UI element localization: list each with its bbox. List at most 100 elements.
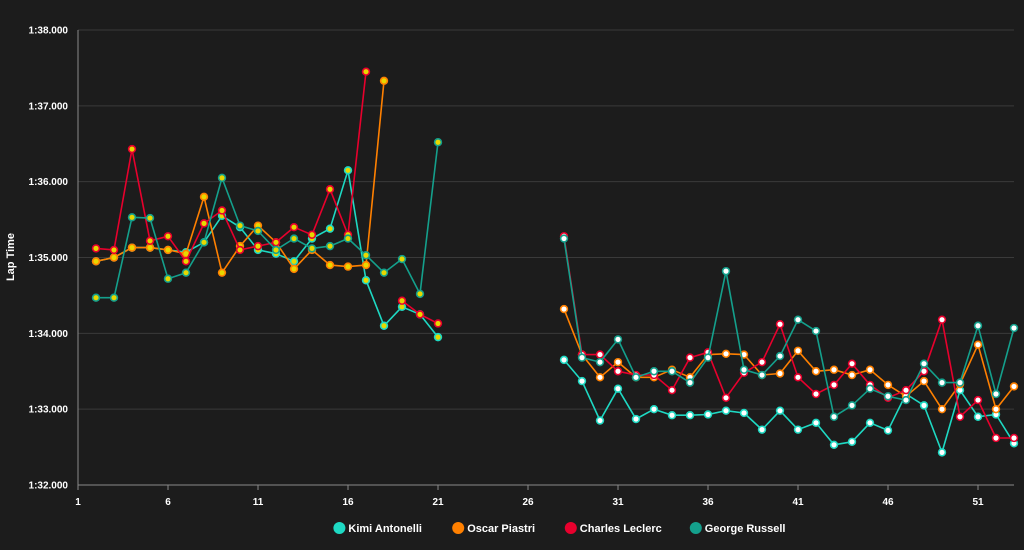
data-point[interactable] [1009, 323, 1019, 333]
data-point[interactable] [217, 268, 227, 277]
data-point[interactable] [433, 332, 443, 342]
data-point[interactable] [289, 222, 299, 232]
data-point[interactable] [253, 241, 263, 251]
legend-item-charles-leclerc[interactable]: Charles Leclerc [564, 522, 662, 535]
data-point[interactable] [793, 315, 803, 324]
data-point[interactable] [739, 408, 749, 418]
data-point[interactable] [973, 321, 983, 330]
data-point[interactable] [811, 389, 821, 399]
data-point[interactable] [775, 351, 785, 361]
data-point[interactable] [415, 310, 425, 319]
data-point[interactable] [379, 321, 389, 330]
data-point[interactable] [739, 365, 749, 374]
data-point[interactable] [685, 378, 695, 387]
data-point[interactable] [685, 353, 695, 362]
data-point[interactable] [91, 293, 101, 302]
data-point[interactable] [361, 67, 371, 76]
data-point[interactable] [775, 320, 785, 329]
data-point[interactable] [577, 376, 587, 386]
data-point[interactable] [559, 234, 569, 243]
data-point[interactable] [109, 253, 119, 262]
data-point[interactable] [415, 289, 425, 299]
data-point[interactable] [937, 315, 947, 324]
data-point[interactable] [163, 245, 173, 255]
data-point[interactable] [721, 393, 731, 402]
data-point[interactable] [865, 365, 875, 374]
data-point[interactable] [631, 414, 641, 424]
data-point[interactable] [883, 392, 893, 401]
data-point[interactable] [91, 244, 101, 253]
data-point[interactable] [919, 376, 929, 386]
data-point[interactable] [343, 166, 353, 175]
data-point[interactable] [811, 418, 821, 428]
data-point[interactable] [883, 380, 893, 390]
data-point[interactable] [379, 76, 389, 86]
data-point[interactable] [1009, 382, 1019, 391]
data-point[interactable] [595, 373, 605, 382]
data-point[interactable] [703, 353, 713, 362]
data-point[interactable] [235, 221, 245, 230]
data-point[interactable] [433, 319, 443, 328]
data-point[interactable] [559, 304, 569, 314]
data-point[interactable] [667, 411, 677, 420]
data-point[interactable] [811, 367, 821, 376]
data-point[interactable] [127, 144, 137, 154]
data-point[interactable] [829, 440, 839, 450]
data-point[interactable] [613, 335, 623, 344]
legend-item-oscar-piastri[interactable]: Oscar Piastri [452, 522, 535, 535]
data-point[interactable] [721, 266, 731, 276]
data-point[interactable] [127, 243, 137, 252]
data-point[interactable] [595, 357, 605, 367]
data-point[interactable] [361, 260, 371, 270]
data-point[interactable] [955, 378, 965, 387]
data-point[interactable] [325, 224, 335, 233]
data-point[interactable] [721, 349, 731, 359]
data-point[interactable] [199, 219, 209, 228]
data-point[interactable] [361, 276, 371, 285]
data-point[interactable] [109, 293, 119, 302]
data-point[interactable] [649, 367, 659, 376]
data-point[interactable] [685, 411, 695, 420]
data-point[interactable] [973, 340, 983, 349]
data-point[interactable] [145, 213, 155, 223]
data-point[interactable] [217, 173, 227, 183]
data-point[interactable] [667, 367, 677, 376]
data-point[interactable] [991, 389, 1001, 399]
data-point[interactable] [793, 373, 803, 382]
data-point[interactable] [757, 370, 767, 380]
data-point[interactable] [757, 357, 767, 367]
data-point[interactable] [613, 357, 623, 367]
data-point[interactable] [775, 369, 785, 378]
data-point[interactable] [649, 404, 659, 414]
data-point[interactable] [793, 346, 803, 355]
data-point[interactable] [325, 260, 335, 270]
data-point[interactable] [361, 251, 371, 260]
data-point[interactable] [145, 236, 155, 246]
data-point[interactable] [163, 274, 173, 283]
data-point[interactable] [919, 401, 929, 410]
data-point[interactable] [991, 404, 1001, 414]
data-point[interactable] [901, 395, 911, 405]
data-point[interactable] [793, 425, 803, 434]
data-point[interactable] [289, 234, 299, 243]
data-point[interactable] [847, 437, 857, 446]
legend-item-kimi-antonelli[interactable]: Kimi Antonelli [333, 522, 422, 535]
data-point[interactable] [631, 373, 641, 382]
data-point[interactable] [703, 410, 713, 419]
data-point[interactable] [397, 254, 407, 264]
data-point[interactable] [235, 245, 245, 255]
data-point[interactable] [667, 386, 677, 395]
data-point[interactable] [847, 401, 857, 410]
data-point[interactable] [325, 185, 335, 194]
data-point[interactable] [109, 245, 119, 255]
data-point[interactable] [559, 355, 569, 365]
data-point[interactable] [289, 264, 299, 274]
data-point[interactable] [865, 418, 875, 428]
data-point[interactable] [847, 370, 857, 380]
data-point[interactable] [847, 359, 857, 368]
data-point[interactable] [253, 226, 263, 236]
data-point[interactable] [343, 234, 353, 243]
data-point[interactable] [1009, 433, 1019, 443]
data-point[interactable] [181, 257, 191, 266]
data-point[interactable] [901, 386, 911, 395]
